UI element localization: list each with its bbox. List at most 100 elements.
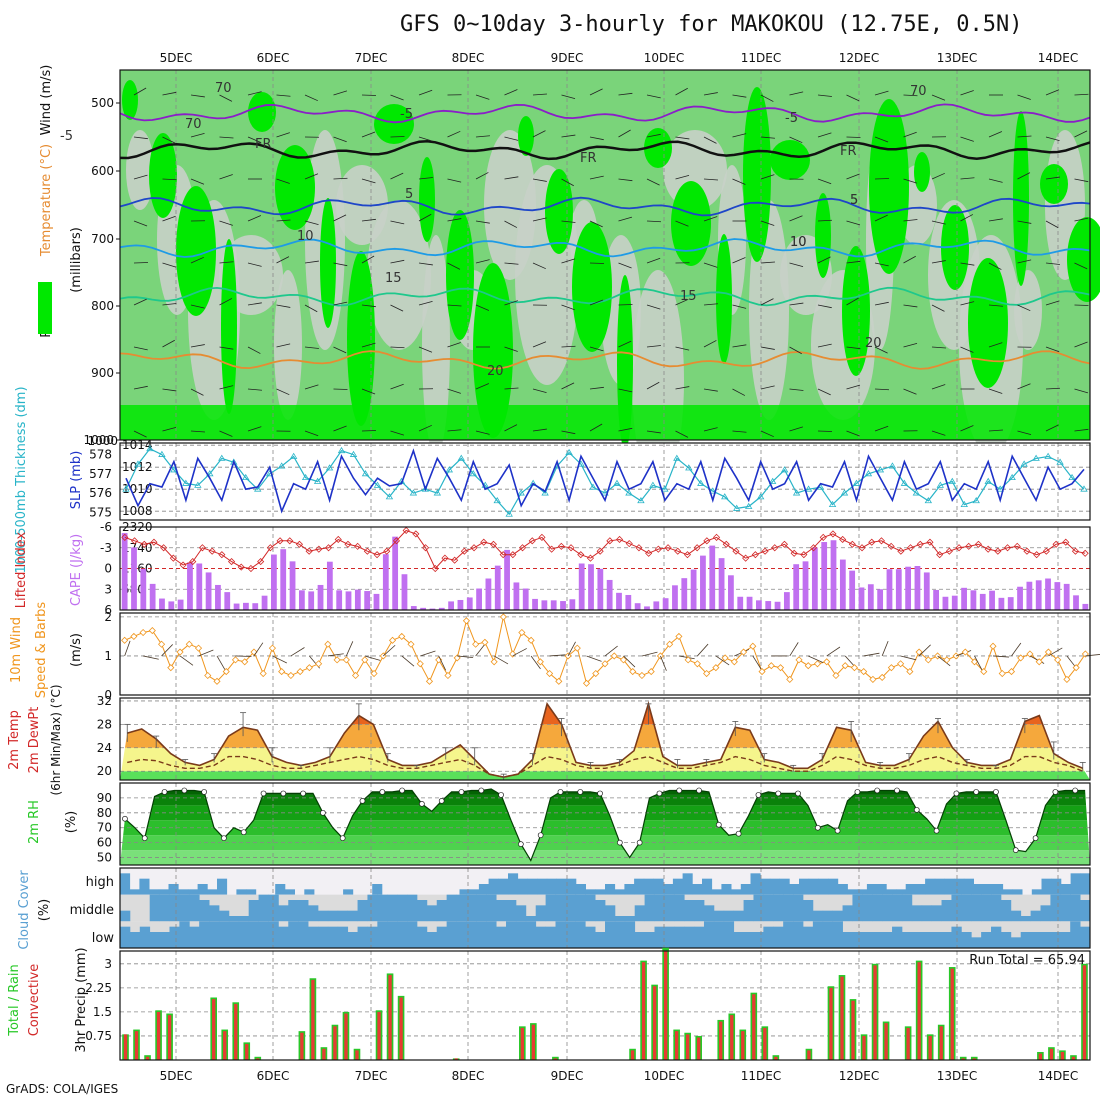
wind-barb [162,136,176,144]
wind-barb-10m [808,655,824,663]
rh-point [676,787,683,794]
pressure-tick: 900 [91,366,114,380]
cloud-cover-bar [769,878,780,895]
cloud-cover-bar [189,894,200,922]
wind-speed-point [915,648,923,656]
lifted-tick: -3 [100,541,112,555]
wind-barb [703,92,718,96]
cloud-cover-bar [488,878,499,895]
lifted-point [897,547,905,555]
cloud-cover-bar [535,926,547,948]
cape-bar [839,559,846,610]
cloud-cover-bar [317,926,329,948]
wind-barb-10m [641,651,658,657]
lifted-point [1071,547,1080,555]
thickness-point [900,479,909,486]
convective-bar [134,1031,139,1060]
wind-speed-point [869,675,877,683]
wind-barb [903,178,918,184]
ylabel-temp2m: 2m Temp [7,710,22,770]
wind-barb [903,219,918,222]
convective-bar [873,965,877,1060]
date-label-top: 5DEC [160,51,193,65]
thickness-point [996,485,1004,492]
thickness-point [134,460,142,467]
thickness-point [361,470,370,477]
cloud-cover-bar [857,889,868,895]
wind-barb [618,262,632,269]
cloud-cover-bar [407,894,418,922]
wind-barb [276,256,290,264]
cape-bar [177,599,184,610]
wind-barb [561,134,576,138]
thickness-point [613,479,621,486]
dewpoint-line [127,755,1084,778]
wind-speed-point [619,656,628,664]
rh-saturated-region [968,258,1008,388]
wind-barb [675,220,689,227]
grads-credit: GrADS: COLA/IGES [6,1082,119,1096]
wind-barb [475,172,489,180]
rh-saturated-region [473,263,513,438]
cloud-cover-bar [1080,900,1091,922]
cape-bar [410,606,417,610]
date-label-bottom: 10DEC [644,1069,684,1080]
cloud-cover-bar [367,894,378,922]
cloud-cover-bar [387,894,398,922]
wind-barb [874,346,888,354]
wind-barb [618,178,633,182]
rh-saturated-region [1013,111,1029,286]
cloud-cover-bar [832,910,843,922]
cloud-cover-bar [828,878,839,895]
cape-bar [802,561,809,610]
cape-bar [420,607,427,610]
temp-tick: 32 [97,694,112,708]
wind-barb [903,131,917,138]
slp-line [125,448,1085,514]
cloud-cover-bar [644,932,655,948]
cloud-cover-bar [733,910,744,922]
rh-point [419,801,425,807]
lifted-point [567,544,575,552]
rh-point [438,798,445,804]
wind-speed-point [703,669,711,678]
wind-barb [675,136,690,140]
cloud-cover-bar [896,889,907,895]
thickness-point [146,444,154,452]
cloud-cover-bar [961,894,972,922]
wind-barb [418,300,433,306]
rh-point [280,790,287,797]
cloud-cover-bar [951,894,962,922]
thickness-point [158,450,166,457]
cloud-cover-bar [793,894,804,922]
rh-saturated-region [842,246,870,376]
wind-speed-point [1026,650,1034,658]
lifted-point [324,544,333,552]
wind-barb [561,220,576,223]
cloud-cover-bar [847,889,858,895]
pressure-tick: 1000 [83,433,114,447]
cape-bar [532,598,538,610]
cloud-cover-bar [711,889,722,895]
lifted-point [315,545,323,553]
wind-barb-10m [992,655,1009,658]
wind-barb [903,94,918,97]
wind-speed-point [1072,664,1080,672]
cloud-cover-bar [525,921,537,948]
cape-bar [289,561,296,610]
lifted-point [402,526,410,535]
wind-barb [475,94,490,100]
cape-bar [522,588,529,610]
wind-speed-point [231,656,240,664]
rh-point [379,789,386,795]
thickness-point [1068,473,1076,481]
cloud-cover-bar [535,905,547,922]
convective-bar [156,1011,161,1060]
ylabel-cloud-units: (%) [37,899,52,922]
wind-speed-point [148,627,156,635]
cloud-cover-bar [876,884,887,895]
wind-barb [162,303,177,306]
wind-barb-10m [697,643,709,657]
cloud-cover-bar [993,884,1004,895]
precip-tick: 3 [104,957,112,971]
